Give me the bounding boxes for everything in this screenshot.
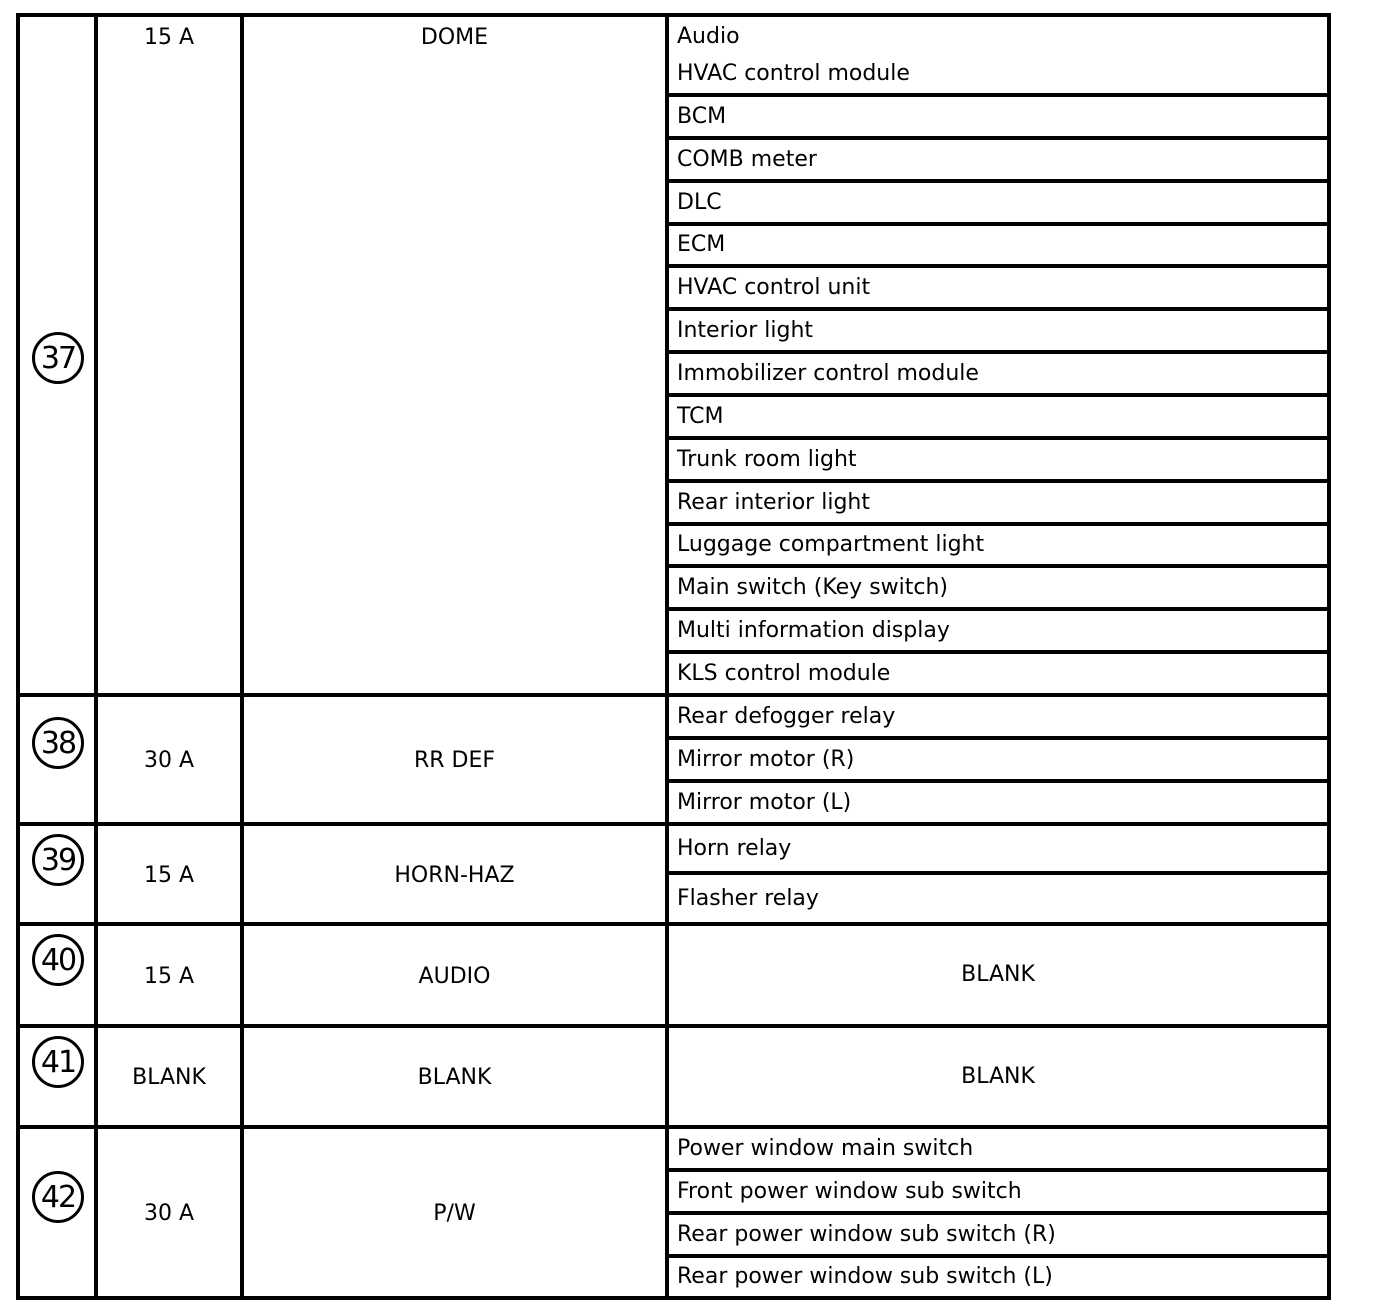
fuse-name: RR DEF	[413, 748, 496, 773]
circuit-divider	[667, 564, 1329, 568]
circuit-divider	[667, 179, 1329, 183]
row-divider	[18, 693, 1331, 697]
fuse-number-badge: 40	[32, 934, 84, 986]
circuit-label: BLANK	[961, 962, 1035, 987]
circuit-label: Interior light	[677, 317, 814, 343]
circuit-label: Luggage compartment light	[677, 532, 985, 557]
circuit-divider	[667, 779, 1329, 783]
circuit-divider	[667, 650, 1329, 654]
fuse-name: P/W	[433, 1201, 476, 1226]
fuse-name: BLANK	[417, 1065, 492, 1090]
fuse-number-badge: 38	[32, 717, 84, 769]
circuit-label: Power window main switch	[677, 1135, 974, 1161]
row-divider	[18, 13, 1331, 17]
fuse-number-badge: 42	[32, 1171, 84, 1223]
fuse-amperage: 30 A	[143, 748, 195, 773]
column-divider	[16, 13, 20, 1300]
fuse-number-badge: 41	[32, 1036, 84, 1088]
circuit-label: Rear power window sub switch (L)	[677, 1264, 1053, 1289]
circuit-label: Immobilizer control module	[677, 360, 979, 386]
circuit-divider	[667, 136, 1329, 140]
row-divider	[18, 922, 1331, 926]
circuit-label: Flasher relay	[677, 885, 819, 911]
row-divider	[18, 822, 1331, 826]
circuit-divider	[667, 1254, 1329, 1258]
column-divider	[94, 13, 98, 1300]
fuse-name: DOME	[420, 25, 489, 50]
circuit-label: BLANK	[961, 1063, 1035, 1089]
circuit-label: Rear power window sub switch (R)	[677, 1221, 1056, 1247]
circuit-label: Front power window sub switch	[677, 1178, 1022, 1204]
circuit-label: Rear interior light	[677, 489, 870, 515]
fuse-amperage: BLANK	[132, 1065, 206, 1090]
circuit-label: Horn relay	[677, 835, 792, 861]
row-divider	[18, 1024, 1331, 1028]
column-divider	[665, 13, 669, 1300]
circuit-divider	[667, 479, 1329, 483]
circuit-divider	[667, 1211, 1329, 1215]
circuit-label: TCM	[677, 403, 724, 429]
circuit-label: Mirror motor (L)	[677, 789, 852, 815]
fuse-number-badge: 37	[32, 332, 84, 384]
circuit-label: Trunk room light	[677, 446, 857, 472]
circuit-divider	[667, 393, 1329, 397]
circuit-label: COMB meter	[677, 146, 817, 172]
row-divider	[18, 1296, 1331, 1300]
circuit-divider	[667, 264, 1329, 268]
circuit-label: DLC	[677, 189, 722, 215]
circuit-divider	[667, 607, 1329, 611]
circuit-label: BCM	[677, 103, 727, 129]
fuse-amperage: 15 A	[143, 964, 195, 989]
circuit-label: Mirror motor (R)	[677, 746, 855, 772]
circuit-divider	[667, 436, 1329, 440]
circuit-label: Main switch (Key switch)	[677, 574, 949, 600]
circuit-divider	[667, 871, 1329, 875]
column-divider	[1327, 13, 1331, 1300]
circuit-divider	[667, 350, 1329, 354]
row-divider	[18, 1125, 1331, 1129]
fuse-number-badge: 39	[32, 834, 84, 886]
column-divider	[240, 13, 244, 1300]
circuit-label: KLS control module	[677, 660, 891, 686]
circuit-label: HVAC control unit	[677, 274, 871, 300]
circuit-label: ECM	[677, 232, 726, 257]
circuit-divider	[667, 522, 1329, 526]
fuse-amperage: 15 A	[143, 25, 195, 50]
circuit-divider	[667, 736, 1329, 740]
fuse-name: HORN-HAZ	[394, 863, 515, 888]
fuse-name: AUDIO	[418, 964, 491, 989]
circuit-label: Rear defogger relay	[677, 703, 896, 729]
circuit-label: Multi information display	[677, 617, 950, 643]
fuse-amperage: 30 A	[143, 1201, 195, 1226]
circuit-divider	[667, 307, 1329, 311]
circuit-divider	[667, 222, 1329, 226]
circuit-divider	[667, 93, 1329, 97]
circuit-label: Audio HVAC control module	[677, 24, 910, 86]
circuit-divider	[667, 1168, 1329, 1172]
fuse-amperage: 15 A	[143, 863, 195, 888]
